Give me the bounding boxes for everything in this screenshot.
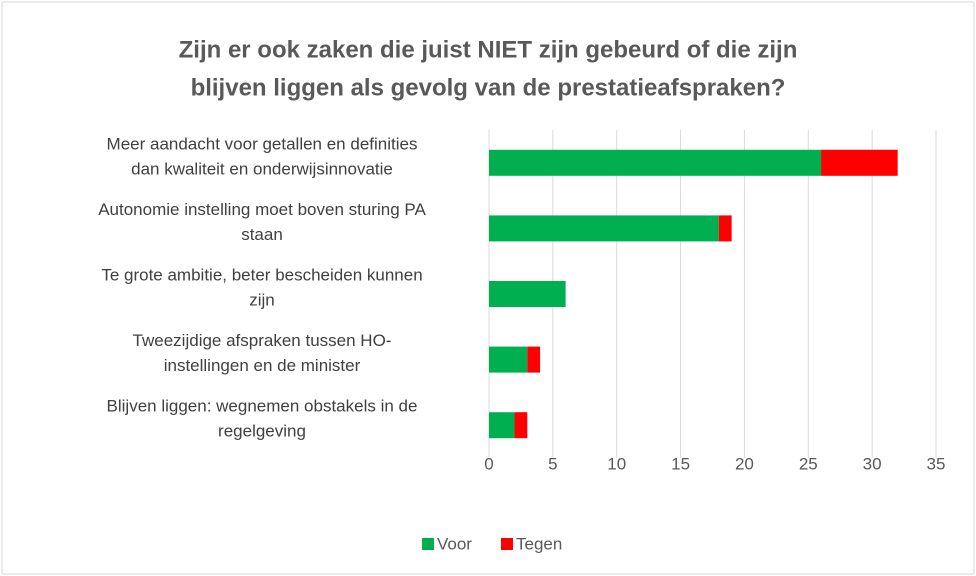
x-tick-label: 35 [927, 454, 946, 473]
y-tick-label: Meer aandacht voor getallen en definitie… [107, 134, 418, 153]
y-tick-label: Tweezijdige afspraken tussen HO- [133, 331, 392, 350]
bar [527, 346, 541, 373]
y-tick-label: Autonomie instelling moet boven sturing … [98, 200, 426, 219]
legend-swatch [422, 538, 434, 550]
chart-title: Zijn er ook zaken die juist NIET zijn ge… [179, 36, 798, 63]
x-tick-label: 30 [863, 454, 882, 473]
y-tick-label: zijn [249, 290, 275, 309]
y-tick-label: dan kwaliteit en onderwijsinnovatie [131, 159, 393, 178]
y-tick-label: staan [241, 225, 283, 244]
x-tick-label: 10 [607, 454, 626, 473]
bar [718, 215, 732, 242]
bar [489, 215, 719, 242]
y-tick-label: Te grote ambitie, beter bescheiden kunne… [101, 265, 422, 284]
y-tick-label: Blijven liggen: wegnemen obstakels in de [107, 397, 418, 416]
y-tick-label: instellingen en de minister [164, 356, 361, 375]
y-tick-label: regelgeving [218, 422, 306, 441]
legend-label: Tegen [516, 534, 562, 553]
bar [514, 412, 528, 439]
bar [489, 149, 822, 176]
bar [821, 149, 898, 176]
chart-title: blijven liggen als gevolg van de prestat… [191, 74, 786, 101]
bar [489, 281, 566, 307]
x-tick-label: 0 [484, 454, 493, 473]
x-tick-label: 20 [735, 454, 754, 473]
legend-label: Voor [437, 534, 472, 553]
legend-swatch [501, 538, 513, 550]
x-tick-label: 5 [548, 454, 557, 473]
bar [489, 346, 528, 373]
bar [489, 412, 515, 439]
x-tick-label: 15 [671, 454, 690, 473]
x-tick-label: 25 [799, 454, 818, 473]
